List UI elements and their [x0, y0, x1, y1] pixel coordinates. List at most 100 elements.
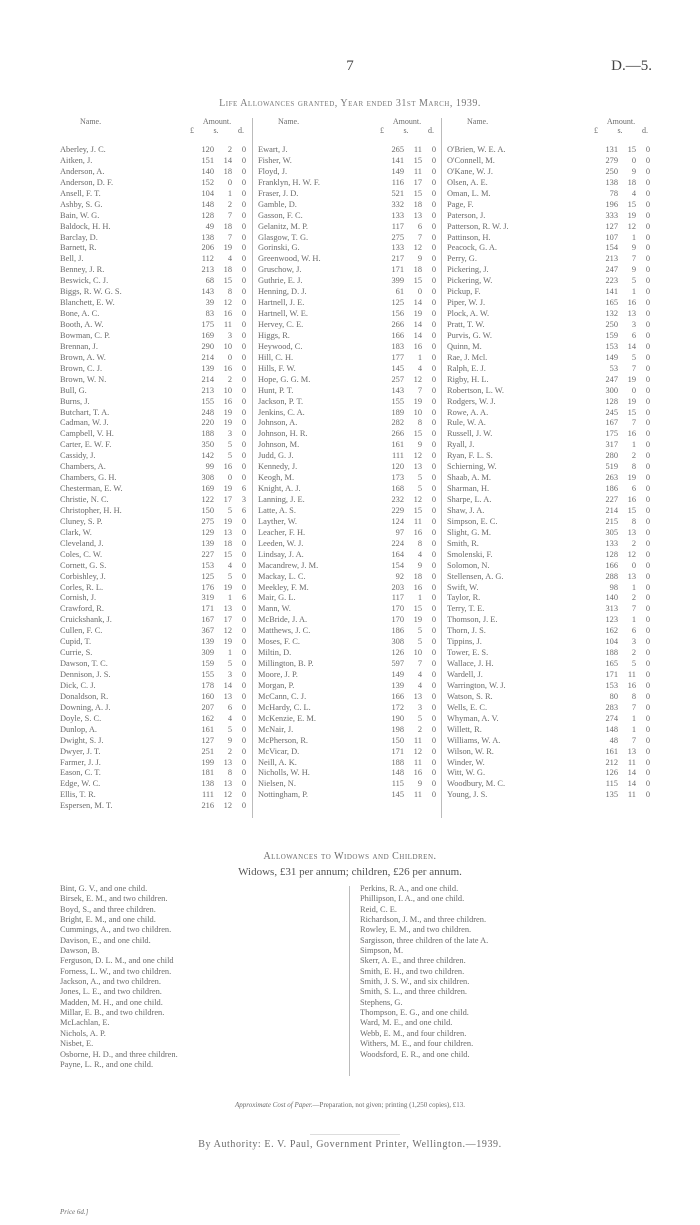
amount-pounds: 140	[201, 166, 214, 176]
amount-pounds: 150	[391, 735, 404, 745]
name-header: Name.	[467, 117, 489, 126]
amount-pounds: 80	[609, 691, 618, 701]
printer-authority: By Authority: E. V. Paul, Government Pri…	[198, 1139, 502, 1150]
amount-shillings: 16	[413, 768, 422, 778]
allowee-name: Fraser, J. D.	[258, 188, 299, 198]
amount-pence: 0	[241, 440, 246, 450]
amount-shillings: 12	[223, 801, 232, 811]
amount-shillings: 4	[227, 713, 232, 723]
widow-entry: Jackson, A., and two children.	[60, 977, 161, 987]
table-row: Keogh, M. 173 5 0	[258, 473, 438, 484]
amount-pounds: 186	[605, 484, 618, 494]
table-row: Leacher, F. H. 97 16 0	[258, 528, 438, 539]
amount-shillings: 6	[227, 702, 232, 712]
amount-pence: 0	[241, 670, 246, 679]
amount-shillings: 8	[631, 462, 636, 472]
allowee-name: Gamble, D.	[258, 199, 297, 209]
amount-shillings: 2	[631, 451, 636, 461]
table-row: Beswick, C. J. 68 15 0	[60, 276, 248, 287]
amount-shillings: 13	[627, 571, 636, 581]
allowee-name: Rae, J. Mcl.	[447, 352, 488, 362]
amount-shillings: 1	[227, 648, 232, 658]
amount-pounds: 196	[605, 199, 618, 209]
amount-pence: 0	[645, 593, 650, 603]
amount-pounds: 143	[201, 287, 214, 297]
allowee-name: McKenzie, E. M.	[258, 713, 316, 723]
amount-pence: 0	[645, 604, 650, 614]
allowee-name: Pratt, T. W.	[447, 320, 485, 329]
widow-entry: Madden, M. H., and one child.	[60, 997, 163, 1007]
amount-pence: 0	[645, 768, 650, 778]
table-row: Greenwood, W. H. 217 9 0	[258, 254, 438, 265]
amount-shillings: 5	[417, 484, 422, 494]
table-row: Lanning, J. E. 232 12 0	[258, 495, 438, 506]
amount-shillings: 3	[631, 637, 636, 647]
table-row: O'Kane, W. J. 250 9 0	[447, 167, 652, 178]
amount-pence: 0	[645, 374, 650, 384]
amount-pounds: 169	[201, 484, 214, 494]
amount-pence: 0	[431, 221, 436, 231]
table-row: Macandrew, J. M. 154 9 0	[258, 561, 438, 572]
amount-pence: 0	[645, 713, 650, 723]
amount-shillings: 19	[223, 418, 232, 428]
allowee-name: Sharpe, L. A.	[447, 495, 492, 504]
table-row: Bell, J. 112 4 0	[60, 254, 248, 265]
amount-pounds: 290	[201, 341, 214, 351]
amount-shillings: 15	[627, 505, 636, 515]
allowance-column-2: Name. Amount. £ s. d. Ewart, J. 265 11 0 Fisher, …	[258, 117, 438, 801]
allowee-name: Anderson, D. F.	[60, 177, 114, 187]
amount-pence: 0	[431, 571, 436, 581]
amount-pence: 0	[645, 691, 650, 701]
allowee-name: Aitken, J.	[60, 155, 93, 165]
table-row: Gamble, D. 332 18 0	[258, 200, 438, 211]
allowee-name: Biggs, R. W. G. S.	[60, 287, 122, 297]
amount-shillings: 5	[417, 473, 422, 483]
table-row: Pattinson, H. 107 1 0	[447, 233, 652, 244]
amount-pounds: 145	[391, 363, 404, 373]
table-row: Nicholls, W. H. 148 16 0	[258, 768, 438, 779]
amount-pence: 0	[645, 505, 650, 515]
widow-entry: Stephens, G.	[360, 997, 403, 1007]
table-row: Dawson, T. C. 159 5 0	[60, 659, 248, 670]
amount-pence: 0	[241, 418, 246, 428]
amount-pounds: 313	[605, 604, 618, 614]
amount-shillings: 5	[631, 659, 636, 669]
amount-pence: 0	[431, 177, 436, 187]
allowance-column-1: Name. Amount. £ s. d. Aberley, J. C. 120 2 0 Aitk…	[60, 117, 248, 812]
amount-shillings: 13	[223, 691, 232, 701]
allowee-name: Macandrew, J. M.	[258, 560, 319, 570]
amount-shillings: 1	[631, 440, 636, 450]
amount-pence: 0	[241, 735, 246, 745]
amount-pence: 0	[645, 155, 650, 165]
amount-shillings: 7	[417, 659, 422, 669]
allowee-name: Chambers, A.	[60, 462, 106, 472]
amount-shillings: 3	[227, 330, 232, 340]
unit-label: s.	[213, 126, 219, 135]
amount-shillings: 12	[223, 790, 232, 800]
amount-pounds: 115	[391, 779, 404, 789]
amount-pence: 0	[241, 188, 246, 198]
amount-pence: 0	[241, 713, 246, 723]
table-row: Fisher, W. 141 15 0	[258, 156, 438, 167]
allowee-name: Johnson, M.	[258, 440, 300, 450]
amount-pounds: 155	[201, 670, 214, 679]
table-row: Downing, A. J. 207 6 0	[60, 703, 248, 714]
allowee-name: Williams, W. A.	[447, 735, 501, 745]
amount-shillings: 14	[627, 779, 636, 789]
table-row: Glasgow, T. G. 275 7 0	[258, 233, 438, 244]
amount-shillings: 4	[417, 680, 422, 690]
widow-entry: Boyd, S., and three children.	[60, 904, 156, 914]
table-row: Slight, G. M. 305 13 0	[447, 528, 652, 539]
amount-shillings: 4	[417, 549, 422, 559]
amount-pounds: 154	[605, 243, 618, 253]
table-row: Cluney, S. P. 275 19 0	[60, 517, 248, 528]
amount-pounds: 125	[391, 298, 404, 308]
amount-shillings: 7	[631, 735, 636, 745]
amount-pounds: 125	[201, 571, 214, 581]
amount-pounds: 250	[605, 166, 618, 176]
table-row: O'Connell, M. 279 0 0	[447, 156, 652, 167]
amount-pence: 0	[241, 166, 246, 176]
widow-entry: Ward, M. E., and one child.	[360, 1018, 453, 1028]
amount-shillings: 2	[631, 593, 636, 603]
amount-units: £ s. d.	[380, 126, 434, 135]
